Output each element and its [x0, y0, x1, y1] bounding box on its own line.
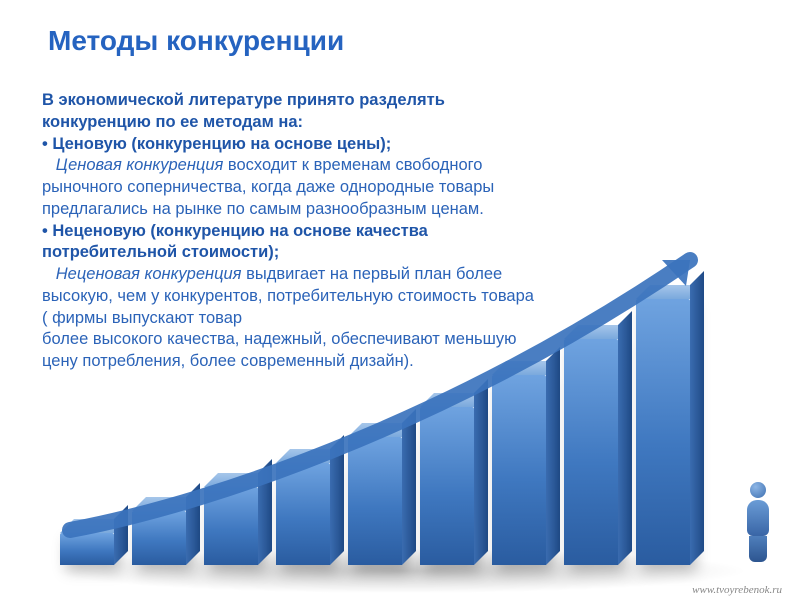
bullet-nonprice-a: • Неценовую (конкуренцию на основе качес… [42, 221, 762, 243]
bullet-nonprice-b: потребительной стоимости); [42, 242, 762, 264]
p1c: предлагались на рынке по самым разнообра… [42, 199, 762, 221]
p2d: более высокого качества, надежный, обесп… [42, 329, 762, 351]
slide-title: Методы конкуренции [48, 25, 344, 57]
body-text: В экономической литературе принято разде… [42, 90, 762, 373]
p2a: выдвигает на первый план более [242, 265, 503, 283]
italic-price: Ценовая конкуренция [56, 156, 224, 174]
watermark-text: www.tvoyrebenok.ru [692, 584, 782, 596]
p1b: рыночного соперничества, когда даже одно… [42, 177, 762, 199]
person-figure-icon [744, 482, 772, 564]
p1a: восходит к временам свободного [223, 156, 482, 174]
italic-nonprice: Неценовая конкуренция [56, 265, 242, 283]
intro-line-2: конкуренцию по ее методам на: [42, 112, 762, 134]
p2e: цену потребления, более современный диза… [42, 351, 762, 373]
p2c: ( фирмы выпускают товар [42, 308, 762, 330]
bullet-price: • Ценовую (конкуренцию на основе цены); [42, 134, 762, 156]
para-nonprice: Неценовая конкуренция выдвигает на первы… [42, 264, 762, 286]
para-price: Ценовая конкуренция восходит к временам … [42, 155, 762, 177]
p2b: высокую, чем у конкурентов, потребительн… [42, 286, 762, 308]
intro-line-1: В экономической литературе принято разде… [42, 90, 762, 112]
